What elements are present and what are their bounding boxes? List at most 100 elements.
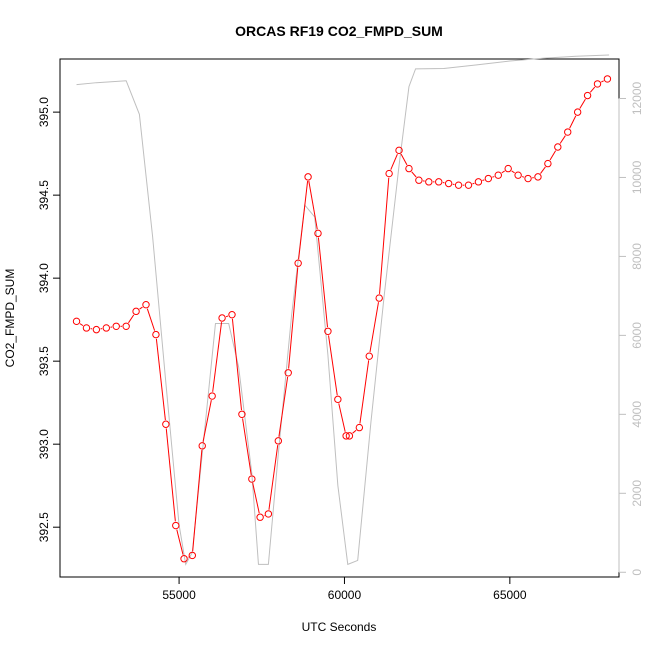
primary-series-line-segment [155,338,166,421]
data-point [554,143,562,151]
primary-series-line-segment [252,483,260,514]
y-tick-label: 392.5 [37,512,51,542]
data-point [395,146,403,155]
data-point [524,174,532,183]
data-point [304,173,312,181]
primary-series-line-segment [569,115,577,129]
primary-series-line-segment [549,150,557,161]
chart-title: ORCAS RF19 CO2_FMPD_SUM [235,23,443,39]
data-point [435,178,443,186]
primary-series-line-segment [298,180,309,260]
data-point [355,423,364,432]
primary-series-line-segment [328,335,338,396]
data-point [454,181,463,189]
secondary-series-line [76,54,610,566]
data-point [425,178,433,186]
primary-series-line-segment [176,529,184,555]
data-point [172,521,180,530]
y-tick-label: 394.5 [37,180,51,210]
data-point [573,108,582,116]
primary-series-line-segment [359,360,370,424]
data-point [264,510,273,518]
data-point [603,75,612,83]
data-point [345,432,354,440]
data-point [385,169,393,178]
primary-series-line-segment [146,308,156,331]
data-point [294,259,302,267]
x-axis: 55000 60000 65000 [162,576,527,602]
y-axis-left: 392.5 393.0 393.5 394.0 394.5 395.0 [37,97,61,542]
primary-series-line-segment [369,302,379,353]
primary-series-line-segment [278,376,289,437]
primary-series-line-segment [242,418,252,475]
y2-tick-label: 12000 [630,81,644,115]
data-point [284,369,292,377]
data-point [365,352,373,360]
x-tick-label: 60000 [328,588,362,602]
data-point [593,80,602,88]
y2-tick-label: 4000 [630,401,644,428]
primary-series-line-segment [165,428,176,522]
y-tick-label: 393.0 [37,429,51,459]
data-point [218,314,226,322]
data-point [248,475,256,483]
primary-series-line-segment [501,170,505,174]
data-point [228,310,236,319]
data-point [494,171,502,179]
primary-series-line-segment [379,177,390,294]
data-point [405,164,413,173]
data-point [142,301,150,309]
x-axis-label: UTC Seconds [302,620,377,634]
y2-tick-label: 10000 [630,160,644,194]
data-point [564,128,572,136]
primary-series-line-segment [390,153,398,170]
data-point [122,322,130,331]
y-tick-label: 393.5 [37,346,51,376]
primary-series-line-segment [79,323,84,327]
data-point [583,91,592,100]
y-tick-label: 395.0 [37,97,51,127]
data-point [544,159,552,168]
primary-series-line-segment [492,176,495,178]
primary-series-line-segment [589,86,596,93]
data-point [504,164,512,173]
data-point [375,294,383,302]
y2-tick-label: 8000 [630,243,644,270]
x-tick-label: 55000 [162,588,196,602]
primary-series-line-segment [338,403,346,432]
y2-tick-label: 6000 [630,322,644,349]
data-point [162,420,170,428]
data-point [314,229,322,238]
data-point [198,442,206,450]
data-point [82,324,91,332]
primary-series-line-segment [559,135,566,144]
data-point [534,173,542,181]
primary-series-line-segment [400,153,408,166]
primary-series-line-segment [288,267,299,369]
data-point [238,410,246,418]
primary-series-line-segment [317,237,328,328]
data-point [256,513,264,521]
data-point [514,171,522,179]
primary-series-line-segment [231,318,243,411]
data-point [152,330,160,339]
primary-series-line-segment [202,400,212,442]
primary-series-line-segment [601,80,604,83]
primary-series-line-segment [128,314,135,324]
data-point [464,181,473,189]
primary-series-line-segment [521,176,525,178]
data-point [484,174,493,183]
primary-series-line-segment [352,429,357,434]
primary-series-line-segment [139,306,143,310]
primary-series-line-segment [579,98,586,109]
primary-series-line-segment [308,180,318,230]
data-point [324,327,332,335]
y2-tick-label: 2000 [630,480,644,507]
data-point [208,392,216,400]
data-point [415,176,423,184]
data-point [188,551,197,560]
primary-series-line-segment [472,182,475,185]
primary-series-line-segment [540,166,546,174]
data-point [180,555,188,563]
